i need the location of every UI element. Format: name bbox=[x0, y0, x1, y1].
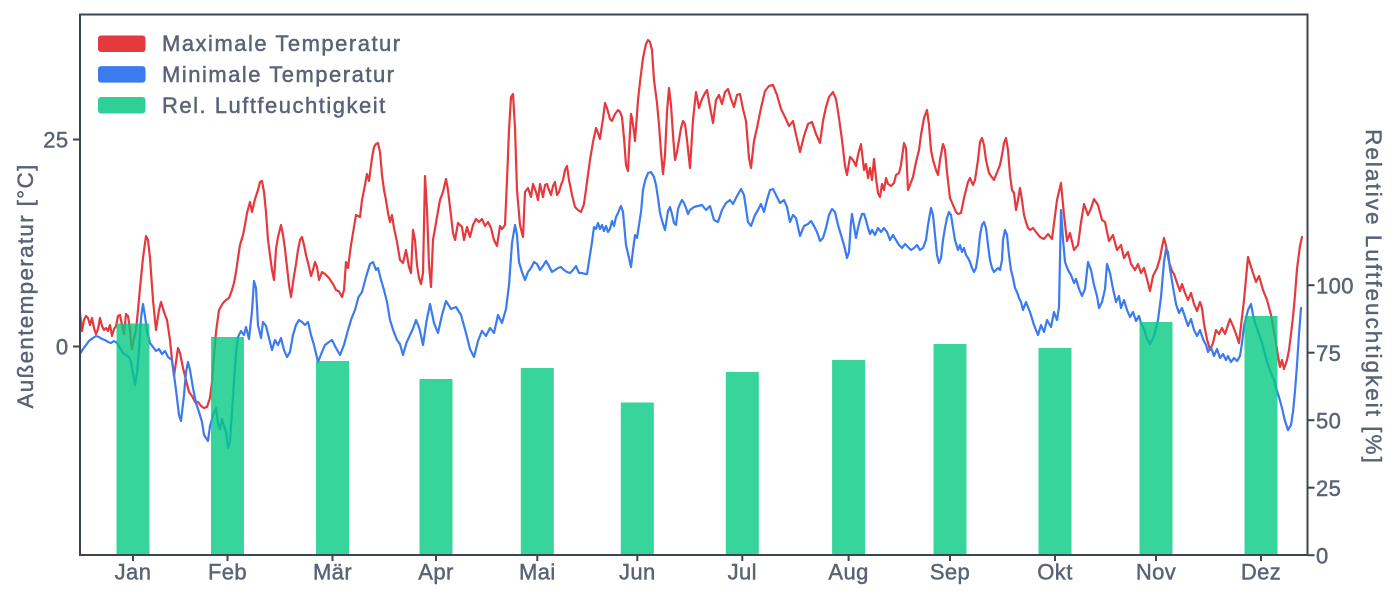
svg-text:Sep: Sep bbox=[930, 560, 970, 585]
svg-text:Minimale Temperatur: Minimale Temperatur bbox=[162, 62, 396, 87]
svg-text:Rel. Luftfeuchtigkeit: Rel. Luftfeuchtigkeit bbox=[162, 93, 387, 118]
svg-text:Feb: Feb bbox=[208, 560, 247, 585]
svg-text:Aug: Aug bbox=[828, 560, 868, 585]
svg-text:Außentemperatur [°C]: Außentemperatur [°C] bbox=[13, 163, 38, 408]
svg-text:0: 0 bbox=[1316, 544, 1329, 569]
svg-text:25: 25 bbox=[43, 128, 68, 153]
svg-text:75: 75 bbox=[1316, 341, 1341, 366]
svg-text:25: 25 bbox=[1316, 476, 1341, 501]
svg-text:Mai: Mai bbox=[519, 560, 556, 585]
svg-text:100: 100 bbox=[1316, 274, 1354, 299]
svg-text:50: 50 bbox=[1316, 409, 1341, 434]
svg-text:Apr: Apr bbox=[418, 560, 453, 585]
svg-text:Relative Luftfeuchtigkeit [%]: Relative Luftfeuchtigkeit [%] bbox=[1361, 129, 1386, 465]
svg-text:Jun: Jun bbox=[619, 560, 656, 585]
svg-text:Jan: Jan bbox=[115, 560, 152, 585]
svg-text:Jul: Jul bbox=[728, 560, 757, 585]
svg-text:0: 0 bbox=[56, 335, 69, 360]
svg-text:Maximale Temperatur: Maximale Temperatur bbox=[162, 31, 402, 56]
svg-text:Nov: Nov bbox=[1136, 560, 1176, 585]
svg-text:Mär: Mär bbox=[313, 560, 352, 585]
svg-text:Dez: Dez bbox=[1241, 560, 1281, 585]
svg-text:Okt: Okt bbox=[1037, 560, 1072, 585]
